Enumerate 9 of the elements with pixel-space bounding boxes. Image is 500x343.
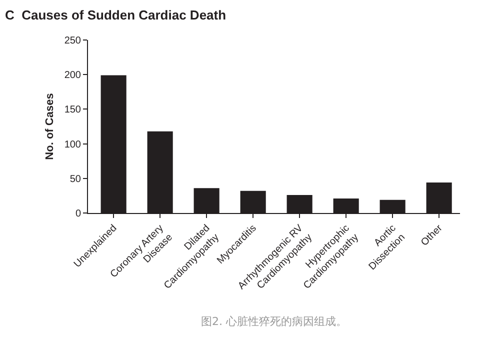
y-tick-label: 50 — [70, 174, 82, 185]
y-tick-label: 200 — [64, 70, 82, 82]
caption: 图2. 心脏性猝死的病因组成。 — [201, 315, 347, 328]
y-tick-label: 250 — [64, 36, 82, 46]
y-tick-label: 100 — [64, 139, 82, 150]
y-axis-title: No. of Cases — [44, 93, 56, 160]
chart-title: C Causes of Sudden Cardiac Death — [5, 7, 226, 22]
y-tick-label: 0 — [75, 208, 82, 220]
y-tick-label: 150 — [64, 104, 82, 116]
